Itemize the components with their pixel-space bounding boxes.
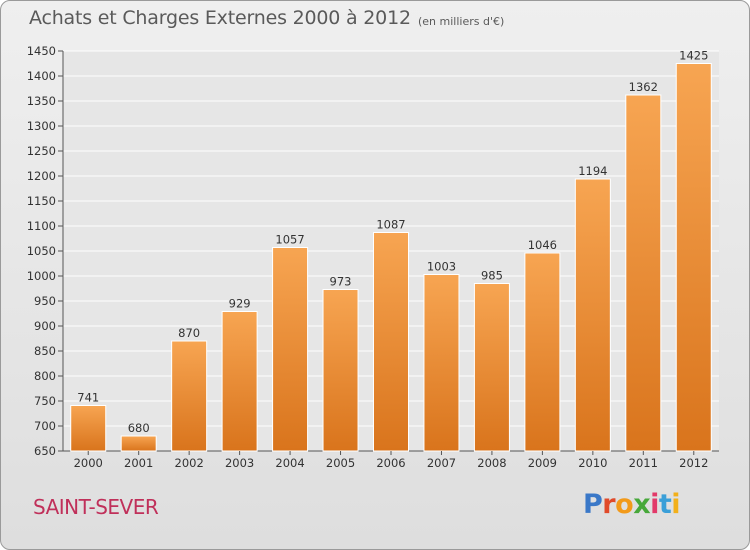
chart-subtitle: (en milliers d'€) bbox=[418, 15, 505, 28]
proxiti-logo: Proxiti bbox=[583, 489, 681, 520]
x-tick-label: 2002 bbox=[175, 456, 204, 470]
x-tick-label: 2004 bbox=[275, 456, 304, 470]
data-label: 741 bbox=[77, 391, 99, 405]
bar bbox=[625, 94, 662, 452]
x-tick-label: 2012 bbox=[679, 456, 708, 470]
x-tick-label: 2001 bbox=[124, 456, 153, 470]
y-tick-label: 900 bbox=[34, 319, 56, 333]
y-tick-label: 1400 bbox=[27, 69, 56, 83]
y-tick-label: 1050 bbox=[27, 244, 56, 258]
bar bbox=[574, 178, 611, 452]
data-label: 1046 bbox=[528, 238, 557, 252]
y-tick-label: 1350 bbox=[27, 94, 56, 108]
bar bbox=[221, 311, 258, 452]
y-tick-label: 1200 bbox=[27, 169, 56, 183]
data-label: 1003 bbox=[427, 260, 456, 274]
chart-title: Achats et Charges Externes 2000 à 2012 bbox=[29, 7, 411, 29]
data-label: 929 bbox=[229, 297, 251, 311]
bar bbox=[373, 232, 409, 452]
y-tick-label: 800 bbox=[34, 369, 56, 383]
bar bbox=[473, 283, 510, 452]
y-tick-label: 650 bbox=[34, 444, 56, 458]
bar bbox=[322, 289, 359, 452]
x-tick-label: 2006 bbox=[376, 456, 405, 470]
y-tick-label: 1300 bbox=[27, 119, 56, 133]
data-label: 1425 bbox=[679, 49, 708, 63]
data-label: 1087 bbox=[376, 218, 405, 232]
y-tick-label: 1100 bbox=[27, 219, 56, 233]
data-label: 870 bbox=[178, 326, 200, 340]
y-tick-label: 950 bbox=[34, 294, 56, 308]
x-tick-label: 2010 bbox=[578, 456, 607, 470]
y-tick-label: 850 bbox=[34, 344, 56, 358]
commune-name: SAINT-SEVER bbox=[33, 495, 159, 519]
x-tick-label: 2008 bbox=[477, 456, 506, 470]
bar bbox=[171, 340, 208, 452]
bar bbox=[70, 405, 107, 452]
data-label: 680 bbox=[128, 421, 150, 435]
x-tick-label: 2011 bbox=[629, 456, 658, 470]
data-label: 973 bbox=[330, 275, 352, 289]
bar bbox=[675, 63, 712, 452]
x-tick-label: 2000 bbox=[74, 456, 103, 470]
data-label: 985 bbox=[481, 269, 503, 283]
bar bbox=[272, 247, 309, 452]
y-tick-label: 1000 bbox=[27, 269, 56, 283]
x-tick-label: 2009 bbox=[528, 456, 557, 470]
data-label: 1362 bbox=[629, 80, 658, 94]
bar bbox=[120, 435, 157, 452]
data-label: 1057 bbox=[275, 233, 304, 247]
y-tick-label: 700 bbox=[34, 419, 56, 433]
y-tick-label: 1450 bbox=[27, 44, 56, 58]
y-tick-label: 750 bbox=[34, 394, 56, 408]
x-tick-label: 2003 bbox=[225, 456, 254, 470]
bar bbox=[524, 252, 561, 452]
data-label: 1194 bbox=[578, 164, 607, 178]
y-tick-label: 1250 bbox=[27, 144, 56, 158]
y-tick-label: 1150 bbox=[27, 194, 56, 208]
x-tick-label: 2007 bbox=[427, 456, 456, 470]
x-tick-label: 2005 bbox=[326, 456, 355, 470]
bar bbox=[423, 274, 460, 452]
